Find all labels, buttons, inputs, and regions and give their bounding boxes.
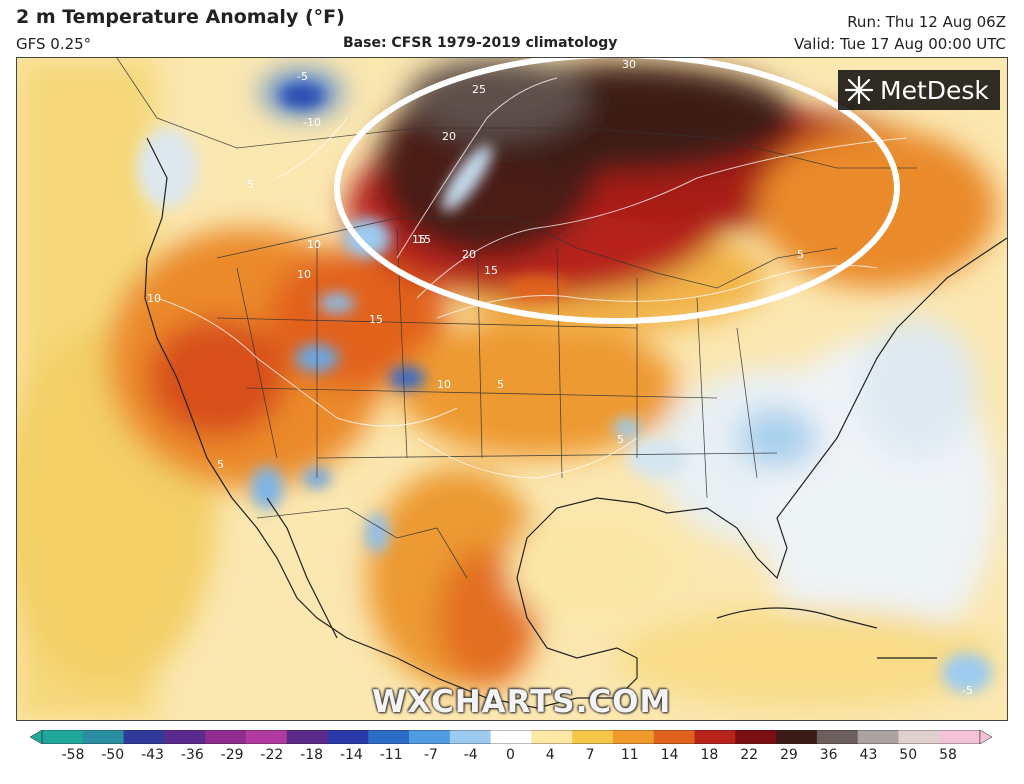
anomaly-field [17,58,997,720]
contour-labels: -5 -10 5 10 15 20 25 30 15 20 15 10 10 1… [147,58,973,697]
contour-label: -10 [303,116,321,129]
contour-label: 5 [497,378,504,391]
valid-time-label: Valid: Tue 17 Aug 00:00 UTC [794,35,1006,53]
color-scale-ticks: -58 -50 -43 -36 -29 -22 -18 -14 -11 -7 -4 0 4 7 11 14 18… [0,747,1024,771]
color-scale-cell [531,730,573,744]
anomaly-map: -5 -10 5 10 15 20 25 30 15 20 15 10 10 1… [16,57,1008,721]
contour-label: 15 [412,233,426,246]
scale-arrow-left [30,730,43,744]
borders [116,58,917,579]
contour-label: 5 [617,433,624,446]
scale-tick-label: 0 [506,747,515,763]
color-scale-cell [449,730,492,744]
contour-label: 25 [472,83,486,96]
model-label: GFS 0.25° [16,35,92,53]
contour-label: -5 [962,684,973,697]
chart-title: 2 m Temperature Anomaly (°F) [16,6,345,28]
color-scale-cell [82,730,125,744]
color-scale-cell [42,730,84,744]
color-scale-cell [816,730,859,744]
scale-tick-label: -4 [463,747,478,763]
scale-tick-label: -58 [61,747,85,763]
contour-label: 5 [217,458,224,471]
scale-tick-label: 11 [620,747,639,763]
scale-tick-label: -29 [220,747,244,763]
logo-text: MetDesk [880,75,989,105]
contour-label: 20 [462,248,476,261]
color-scale-cell [490,730,532,744]
color-scale-cell [898,730,940,744]
color-scale-bar [30,730,992,744]
contour-label: 20 [442,130,456,143]
color-scale-cell [572,730,614,744]
contour-label: -5 [297,70,308,83]
scale-tick-label: 7 [585,747,595,763]
anomaly-detail [137,84,992,693]
contour-label: 10 [297,268,311,281]
contour-label: 5 [797,248,804,261]
scale-tick-label: 36 [819,747,838,763]
color-scale-cell [123,730,165,744]
scale-tick-label: 50 [899,747,918,763]
color-scale-cell [939,730,981,744]
color-scale-cell [368,730,410,744]
metdesk-star-icon [844,75,874,105]
scale-tick-label: 22 [740,747,759,763]
scale-tick-label: 14 [660,747,679,763]
contour-label: 15 [417,233,431,246]
scale-tick-label: -50 [101,747,125,763]
color-scale-cell [735,730,777,744]
contour-label: 5 [247,178,254,191]
base-climatology-label: Base: CFSR 1979-2019 climatology [343,35,618,51]
color-scale-cell [409,730,451,744]
color-scale-cell [327,730,369,744]
color-scale-cell [286,730,328,744]
coastlines [144,137,1007,709]
color-scale-cell [857,730,899,744]
contour-label: 15 [484,264,498,277]
color-scale-cell [612,730,655,744]
color-scale-cell [164,730,206,744]
scale-tick-label: -11 [379,747,403,763]
scale-tick-label: -14 [339,747,363,763]
scale-tick-label: 18 [700,747,719,763]
contour-label: 30 [622,58,636,71]
contour-label: 10 [307,238,321,251]
color-scale-cell [653,730,696,744]
scale-arrow-right [979,730,992,744]
color-scale-cell [776,730,818,744]
scale-tick-label: -18 [300,747,324,763]
scale-tick-label: -43 [141,747,164,763]
scale-tick-label: -36 [180,747,204,763]
scale-tick-label: 43 [859,747,878,763]
scale-tick-label: 4 [545,747,555,763]
metdesk-logo: MetDesk [838,70,1000,110]
contour-label: 10 [147,292,161,305]
highlight-ellipse [334,58,900,324]
scale-tick-label: 29 [779,747,798,763]
scale-tick-label: -7 [423,747,438,763]
contour-lines [156,77,908,479]
scale-tick-label: 58 [939,747,957,763]
color-scale-cell [694,730,736,744]
scale-tick-label: -22 [260,747,284,763]
color-scale-cell [205,730,247,744]
color-scale-cell [245,730,288,744]
contour-label: 10 [437,378,451,391]
run-time-label: Run: Thu 12 Aug 06Z [847,13,1006,31]
wxcharts-watermark: WXCHARTS.COM [372,684,672,720]
contour-label: 15 [369,313,383,326]
chart-header: 2 m Temperature Anomaly (°F) GFS 0.25° B… [0,0,1024,58]
